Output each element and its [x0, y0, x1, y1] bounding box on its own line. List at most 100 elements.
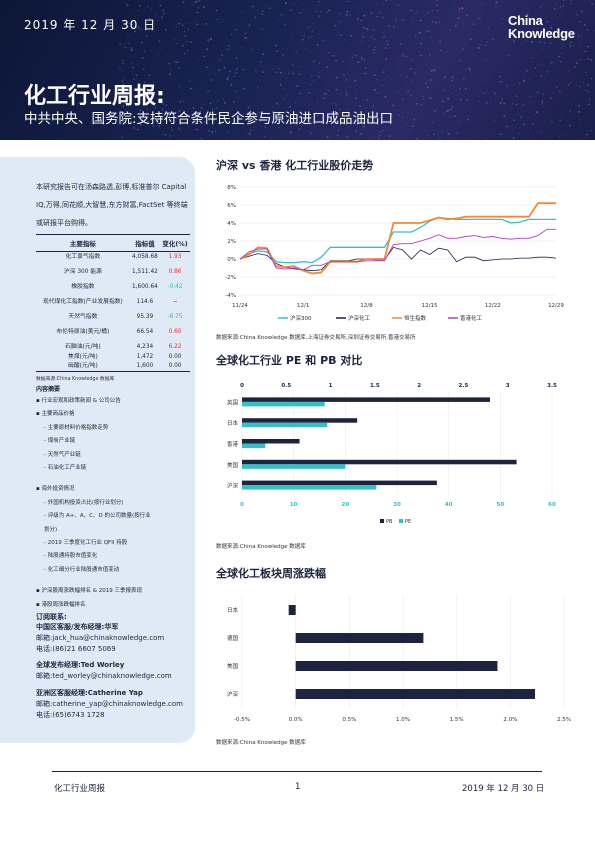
section3-source: 数据来源:China Knowledge 数据库 — [216, 740, 306, 746]
toc-item: 划分) — [44, 526, 58, 533]
toc-item: 煤炭产业链 — [47, 438, 76, 445]
table-cell-name: 石脑油(元/吨) — [65, 343, 101, 350]
table-row: 石脑油(元/吨) 4,234 6.22 — [36, 342, 190, 352]
china-knowledge-logo: China Knowledge — [508, 14, 575, 40]
pb-bar — [242, 480, 437, 486]
category-label: 美国 — [227, 662, 239, 670]
toc-entry: ▪ 海外投资情况 — [36, 484, 75, 492]
dash-icon: - — [44, 424, 48, 431]
dash-icon: - — [44, 540, 48, 546]
toc-item: 陆股通持股市值变化 — [47, 553, 98, 560]
contact-email[interactable]: 邮箱:ted_worley@chinaknowledge.com — [36, 672, 172, 680]
x-tick-label: 2.5% — [557, 717, 571, 723]
table-cell-name: 硝酸(元/吨) — [36, 361, 130, 372]
table-cell-change: -6.75 — [167, 313, 183, 320]
table-row: 沪深 300 能源 1,511.42 0.86 — [36, 262, 190, 282]
legend-label: PE — [405, 519, 411, 525]
top-tick-label: 1.5 — [370, 383, 380, 389]
pb-bar — [242, 439, 300, 444]
y-tick-label: 0% — [227, 257, 236, 263]
legend-label: 恒生指数 — [404, 314, 427, 322]
contact-role: 亚洲区客服经理:Catherine Yap — [36, 689, 143, 697]
x-tick-label: 11/24 — [232, 303, 248, 309]
category-label: 美国 — [227, 461, 239, 469]
pb-bar — [242, 459, 517, 465]
dash-icon: - — [44, 553, 48, 560]
table-cell-change: 1.93 — [168, 253, 182, 260]
table-row: 布伦特原油(美元/桶) 66.54 0.60 — [36, 322, 190, 342]
table-cell-name: 天然气指数 — [68, 313, 98, 320]
x-tick-label: 12/15 — [422, 303, 438, 309]
toc-entry: ▪ 行业宏观和政策新闻 & 公司公告 — [36, 396, 121, 404]
footer-date: 2019 年 12 月 30 日 — [462, 784, 545, 794]
key-indicators-table: 主要指标 指标值 变化(%) 化工景气指数 4,058.68 1.93 沪深 300 … — [36, 234, 190, 372]
dash-icon: - — [44, 513, 48, 520]
toc-item: 海外投资情况 — [41, 486, 75, 493]
bottom-tick-label: 10 — [290, 502, 298, 508]
top-tick-label: 3.5 — [547, 383, 557, 389]
section3-title: 全球化工板块周涨跌幅 — [216, 567, 326, 580]
toc-item: 2019 三季度化工行业 QFII 持股 — [47, 540, 128, 546]
x-tick-label: 12/1 — [297, 303, 309, 309]
stock-trend-line-chart: -4% -2% 0% 2% 4% 6% 8% 11/24 12/1 12/8 12/15 12/22 1… — [225, 185, 564, 322]
toc-item: 评级为 A+、A、C、D 的公司数量(按行业 — [47, 513, 151, 520]
series-line-3 — [239, 228, 556, 271]
dash-icon: - — [44, 465, 48, 471]
report-subtitle: 中共中央、国务院:支持符合条件民企参与原油进口成品油出口 — [24, 111, 394, 127]
table-cell-name: 布伦特原油(美元/桶) — [56, 328, 110, 335]
bottom-tick-label: 50 — [497, 502, 505, 508]
category-label: 香港 — [227, 440, 239, 448]
dash-icon: - — [44, 451, 48, 458]
logo-line2: Knowledge — [508, 26, 575, 41]
top-tick-label: 0.5 — [281, 383, 291, 389]
series-line-0 — [239, 216, 556, 264]
bullet-icon: ▪ — [36, 588, 42, 595]
contact-email[interactable]: 邮箱:catherine_yap@chinaknowledge.com — [36, 700, 183, 708]
category-label: 日本 — [227, 419, 239, 427]
change-bar — [295, 661, 498, 671]
pe-bar — [242, 485, 377, 490]
toc-entry: ▪ 主要商品价格 — [36, 409, 75, 417]
left-sidebar-panel — [0, 157, 195, 743]
toc-entry: 划分) — [44, 525, 57, 533]
table-cell-change: -0.42 — [167, 283, 183, 290]
x-tick-label: 12/8 — [360, 303, 373, 309]
x-tick-label: 1.0% — [396, 717, 410, 723]
table-cell-value: 4,058.68 — [132, 253, 158, 260]
toc-item: 沪深股周涨跌幅排名 & 2019 三季报表现 — [41, 588, 143, 595]
toc-item: 行业宏观和政策新闻 & 公司公告 — [41, 398, 121, 404]
y-tick-label: 6% — [227, 203, 236, 209]
y-tick-label: -2% — [225, 275, 236, 281]
dash-icon: - — [44, 566, 48, 573]
table-row: 焦煤(元/吨) 1,472 0.00 — [36, 352, 190, 362]
toc-entry: - 煤炭产业链 — [44, 436, 75, 444]
table-cell-change: 0.86 — [168, 268, 182, 275]
contact-title: 订阅联系: — [36, 613, 67, 621]
legend-label: PB — [386, 519, 393, 525]
category-label: 德国 — [227, 634, 239, 642]
legend-label: 沪深300 — [290, 314, 312, 322]
y-tick-label: 4% — [227, 221, 236, 227]
table-cell-value: 66.54 — [136, 328, 154, 335]
table-row: 橡胶指数 1,600.64 -0.42 — [36, 282, 190, 292]
table-cell-value: 1,600.64 — [132, 283, 158, 290]
x-tick-label: 1.5% — [450, 717, 464, 723]
pe-bar — [242, 401, 325, 407]
table-row: 天然气指数 95.39 -6.75 — [36, 312, 190, 322]
toc-item: 外国机构投资占比(按行业划分) — [47, 499, 124, 506]
category-label: 沪深 — [227, 690, 239, 698]
toc-item: 主要原材料价格指数走势 — [47, 424, 109, 431]
contact-email[interactable]: 邮箱:jack_hua@chinaknowledge.com — [36, 634, 165, 642]
pe-bar — [242, 443, 266, 448]
header-dot-pattern — [119, 0, 595, 140]
footer-page-number: 1 — [295, 782, 301, 792]
bottom-tick-label: 60 — [548, 502, 556, 508]
x-tick-label: 12/29 — [548, 303, 564, 309]
contact-role: 中国区客服/发布经理:华军 — [36, 623, 119, 631]
toc-entry: - 化工细分行业陆股通市值变动 — [44, 565, 119, 573]
toc-entry: - 天然气产业链 — [44, 450, 81, 458]
table-cell-value: 1,511.42 — [132, 268, 158, 275]
table-cell-name: 橡胶指数 — [71, 283, 95, 290]
legend-swatch — [380, 519, 384, 523]
